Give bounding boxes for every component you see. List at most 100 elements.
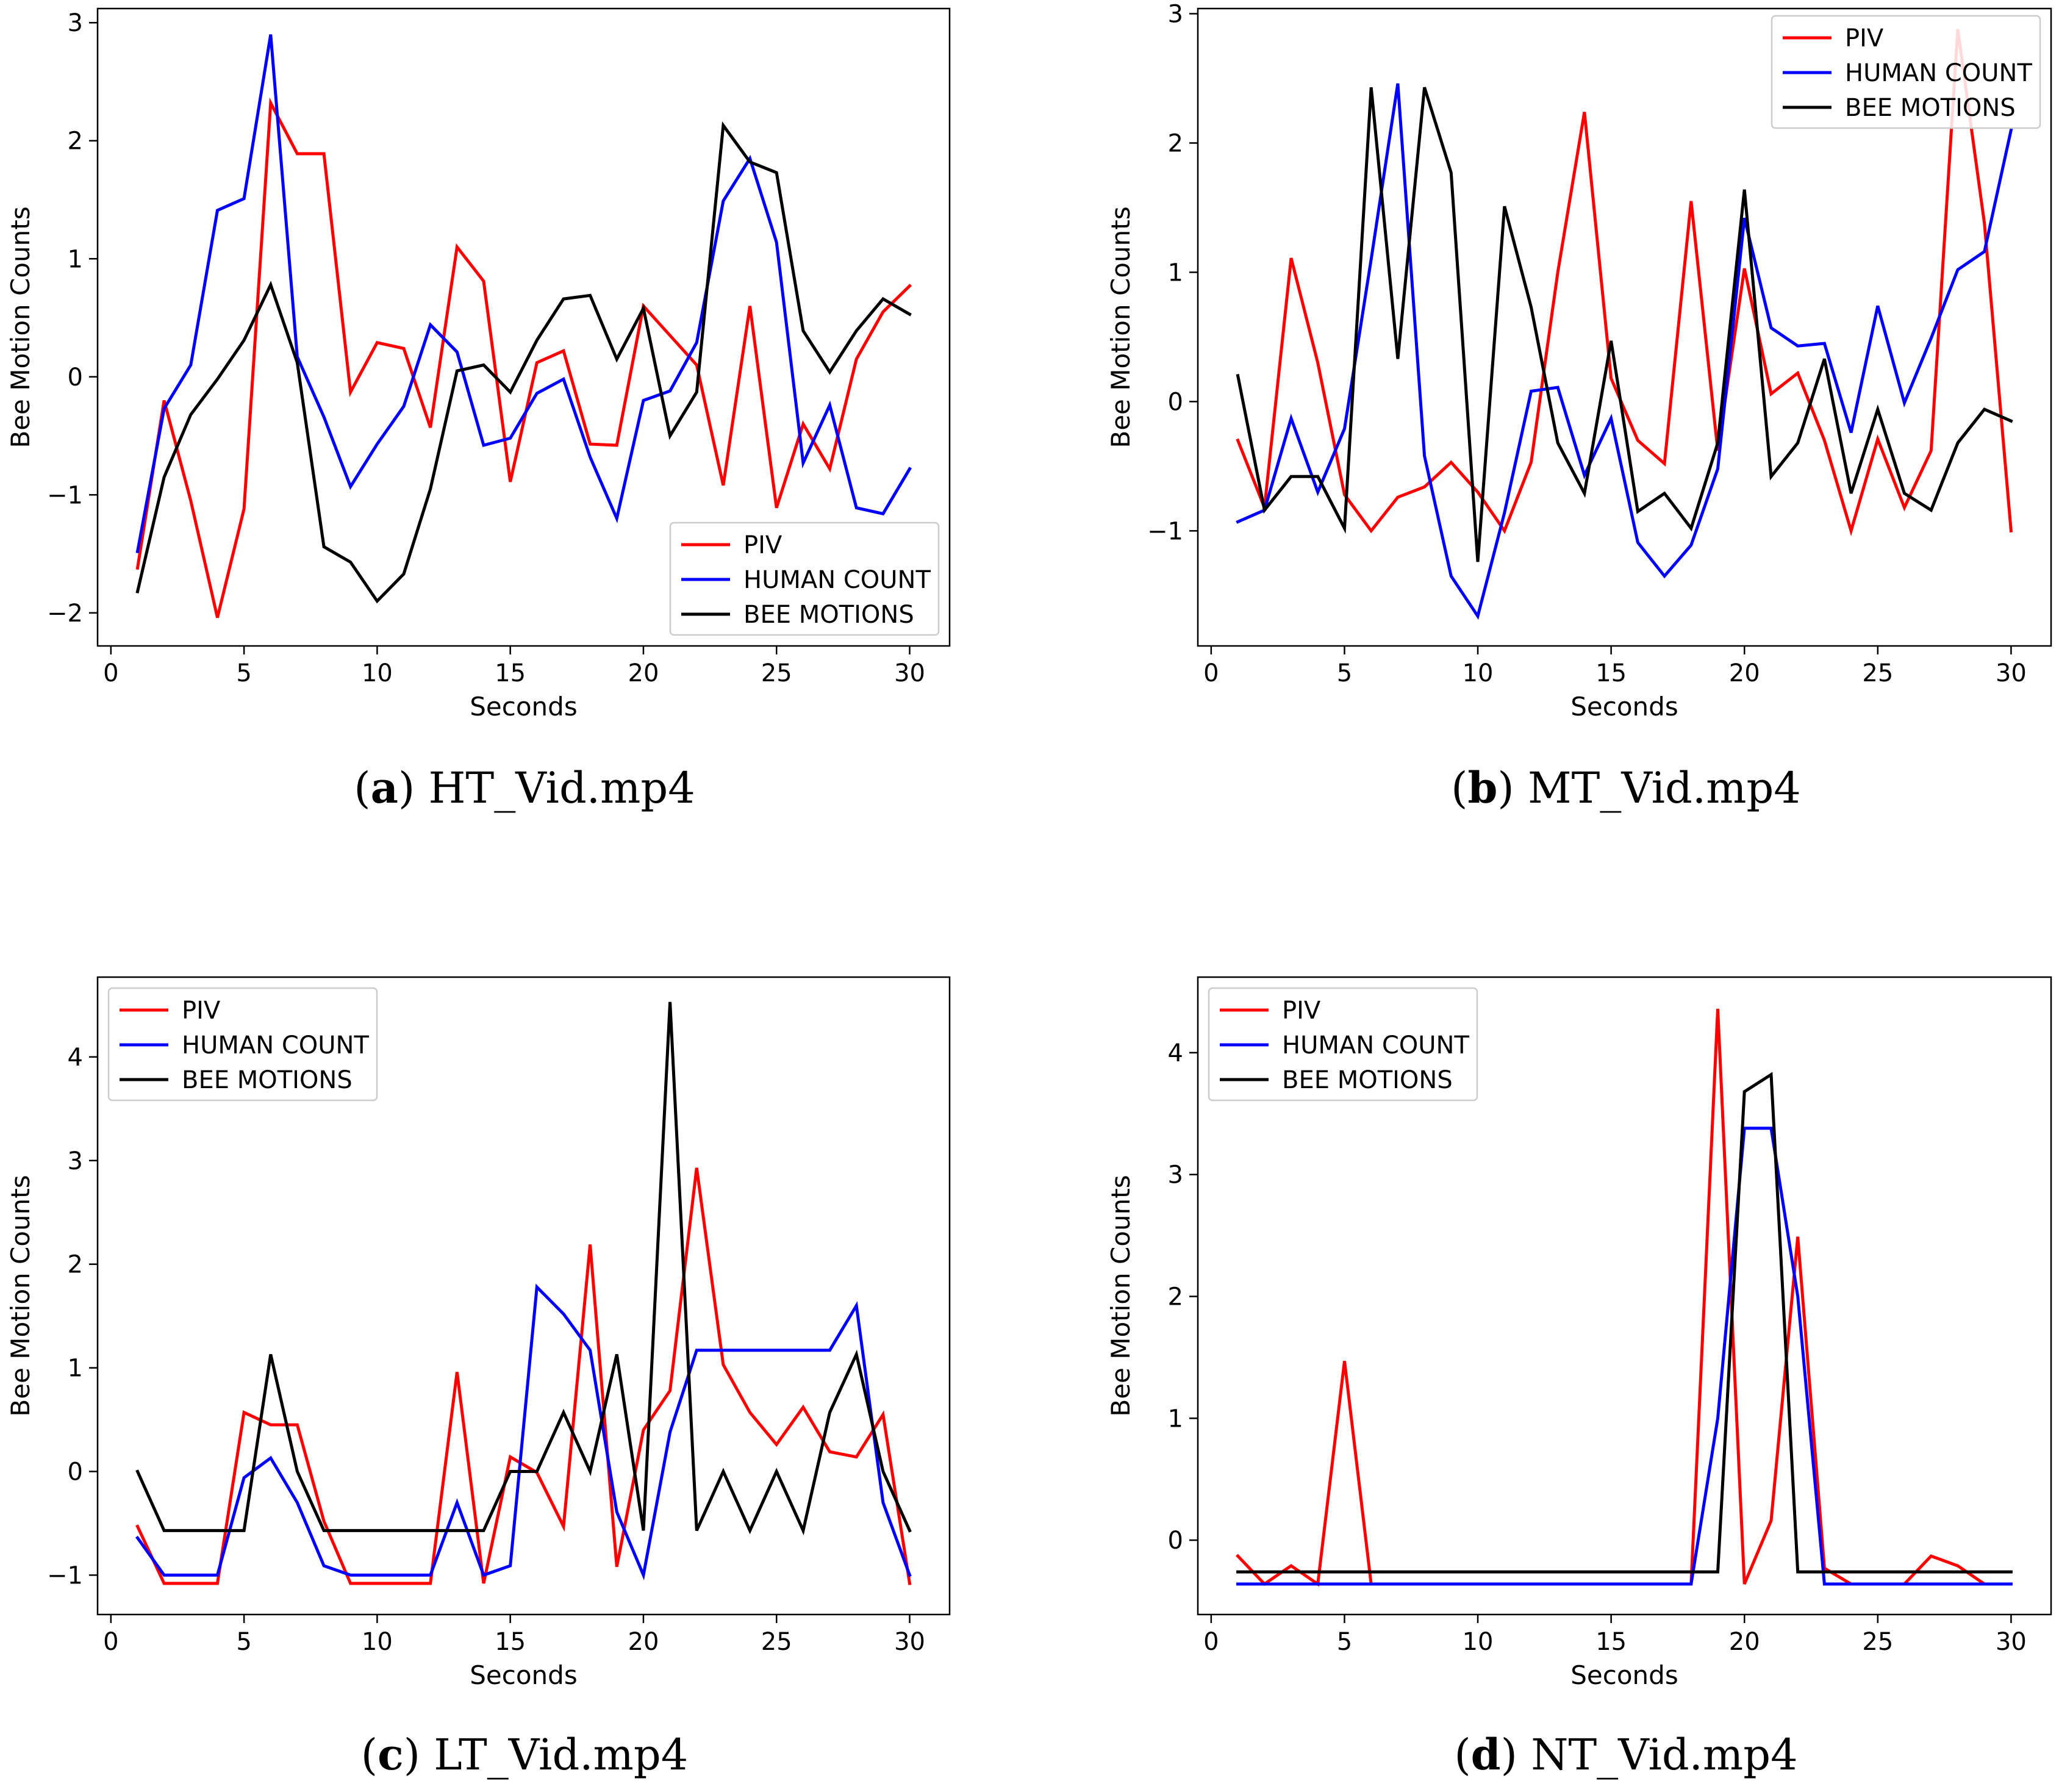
series-line-c-piv (135, 1167, 912, 1585)
x-tick-label-d-5: 5 (1337, 1628, 1352, 1656)
legend-label-a-bee-motions: BEE MOTIONS (743, 601, 914, 629)
x-tick-label-a-20: 20 (628, 659, 659, 687)
y-tick-label-a-3: 3 (68, 9, 83, 37)
series-line-d-human-count (1236, 1127, 2013, 1586)
series-line-a-piv (135, 97, 912, 618)
x-tick-label-c-10: 10 (362, 1628, 393, 1656)
legend-label-d-piv: PIV (1282, 997, 1321, 1025)
legend-label-b-bee-motions: BEE MOTIONS (1845, 94, 2016, 122)
legend-box-b (1771, 15, 2041, 129)
x-tick-label-c-5: 5 (236, 1628, 251, 1656)
x-tick-label-b-0: 0 (1203, 659, 1219, 687)
x-tick-label-a-30: 30 (894, 659, 925, 687)
legend-c: PIV HUMAN COUNT BEE MOTIONS (107, 987, 378, 1102)
y-tick-label-a--1: −1 (47, 481, 83, 509)
legend-label-d-human-count: HUMAN COUNT (1282, 1031, 1469, 1059)
caption-text-c: LT_Vid.mp4 (434, 1730, 689, 1780)
x-tick-label-d-30: 30 (1996, 1628, 2027, 1656)
series-line-c-human-count (135, 1283, 912, 1581)
series-line-a-bee-motions (135, 121, 912, 604)
caption-text-a: HT_Vid.mp4 (428, 763, 695, 813)
caption-letter-d: d (1470, 1729, 1501, 1780)
y-tick-label-b-3: 3 (1168, 0, 1183, 28)
series-line-c-bee-motions (135, 1002, 912, 1536)
axes-frame-b (1197, 7, 2052, 647)
caption-text-b: MT_Vid.mp4 (1527, 763, 1801, 813)
plot-b: 0 5 10 15 20 25 30 −1 0 1 2 3 Seconds Bee Motion Coun… (1106, 0, 2052, 722)
caption-b: (b) MT_Vid.mp4 (1451, 762, 1801, 813)
caption-a: (a) HT_Vid.mp4 (354, 762, 695, 813)
x-tick-label-b-15: 15 (1595, 659, 1627, 687)
legend-label-c-bee-motions: BEE MOTIONS (182, 1066, 353, 1094)
y-axis-label-c: Bee Motion Counts (5, 1175, 35, 1416)
x-tick-label-a-25: 25 (761, 659, 792, 687)
x-tick-label-d-20: 20 (1729, 1628, 1760, 1656)
y-tick-label-d-0: 0 (1168, 1527, 1183, 1555)
legend-box-d (1208, 987, 1478, 1102)
legend-label-a-human-count: HUMAN COUNT (743, 566, 931, 594)
legend-label-a-piv: PIV (743, 531, 782, 559)
y-axis-label-a: Bee Motion Counts (5, 206, 35, 448)
y-tick-label-a-1: 1 (68, 245, 83, 273)
x-axis-label-d: Seconds (1570, 1660, 1678, 1690)
legend-box-a (669, 521, 940, 636)
caption-c: (c) LT_Vid.mp4 (360, 1729, 689, 1780)
series-line-a-human-count (135, 34, 912, 554)
y-tick-label-c-0: 0 (68, 1458, 83, 1486)
y-tick-label-a--2: −2 (47, 600, 83, 628)
x-tick-label-d-0: 0 (1203, 1628, 1219, 1656)
y-tick-label-c-1: 1 (68, 1355, 83, 1383)
caption-d: (d) NT_Vid.mp4 (1454, 1729, 1798, 1780)
legend-a: PIV HUMAN COUNT BEE MOTIONS (669, 521, 940, 636)
series-group-b (1236, 29, 2013, 620)
caption-letter-a: a (370, 762, 398, 813)
legend-label-c-human-count: HUMAN COUNT (182, 1031, 369, 1059)
x-tick-label-a-5: 5 (236, 659, 251, 687)
series-line-d-bee-motions (1236, 1072, 2013, 1574)
y-tick-label-b-2: 2 (1168, 129, 1183, 157)
x-tick-label-a-0: 0 (103, 659, 118, 687)
y-tick-label-b-0: 0 (1168, 388, 1183, 416)
legend-label-b-piv: PIV (1845, 24, 1884, 52)
y-axis-label-d: Bee Motion Counts (1106, 1175, 1136, 1416)
legend-label-d-bee-motions: BEE MOTIONS (1282, 1066, 1453, 1094)
plot-c: 0 5 10 15 20 25 30 −1 0 1 2 3 4 Seconds Bee Motion Cou… (5, 976, 951, 1690)
x-tick-label-c-20: 20 (628, 1628, 659, 1656)
y-tick-label-b-1: 1 (1168, 259, 1183, 287)
x-tick-label-d-10: 10 (1463, 1628, 1494, 1656)
x-tick-label-c-30: 30 (894, 1628, 925, 1656)
panel-c: 0 5 10 15 20 25 30 −1 0 1 2 3 4 Seconds Bee Motion Cou… (5, 976, 951, 1780)
y-tick-label-b--1: −1 (1147, 517, 1183, 545)
y-tick-label-d-2: 2 (1168, 1283, 1183, 1311)
y-tick-label-c-4: 4 (68, 1044, 83, 1072)
series-line-b-piv (1236, 29, 2013, 537)
series-line-b-human-count (1236, 83, 2013, 620)
y-tick-label-d-3: 3 (1168, 1161, 1183, 1189)
series-group-c (135, 1002, 912, 1585)
x-tick-label-d-15: 15 (1595, 1628, 1627, 1656)
y-axis-label-b: Bee Motion Counts (1106, 206, 1136, 448)
legend-b: PIV HUMAN COUNT BEE MOTIONS (1771, 15, 2041, 129)
x-tick-label-c-0: 0 (103, 1628, 118, 1656)
panel-a: 0 5 10 15 20 25 30 −2 −1 0 1 2 3 Seconds Bee Motion Co… (0, 0, 1030, 896)
y-tick-label-d-1: 1 (1168, 1405, 1183, 1433)
x-axis-label-c: Seconds (470, 1660, 577, 1690)
axes-frame-a (96, 7, 951, 647)
x-tick-label-a-10: 10 (362, 659, 393, 687)
x-tick-label-b-30: 30 (1996, 659, 2027, 687)
series-group-d (1236, 1008, 2013, 1587)
series-line-b-bee-motions (1236, 87, 2013, 562)
legend-d: PIV HUMAN COUNT BEE MOTIONS (1208, 987, 1478, 1102)
x-tick-label-b-5: 5 (1337, 659, 1352, 687)
y-tick-label-a-0: 0 (68, 364, 83, 392)
x-tick-label-c-25: 25 (761, 1628, 792, 1656)
x-tick-label-b-10: 10 (1463, 659, 1494, 687)
y-tick-label-a-2: 2 (68, 127, 83, 156)
caption-text-d: NT_Vid.mp4 (1531, 1730, 1798, 1780)
caption-letter-b: b (1467, 762, 1498, 813)
series-group-a (135, 34, 912, 618)
legend-box-c (107, 987, 378, 1102)
x-tick-label-a-15: 15 (495, 659, 526, 687)
